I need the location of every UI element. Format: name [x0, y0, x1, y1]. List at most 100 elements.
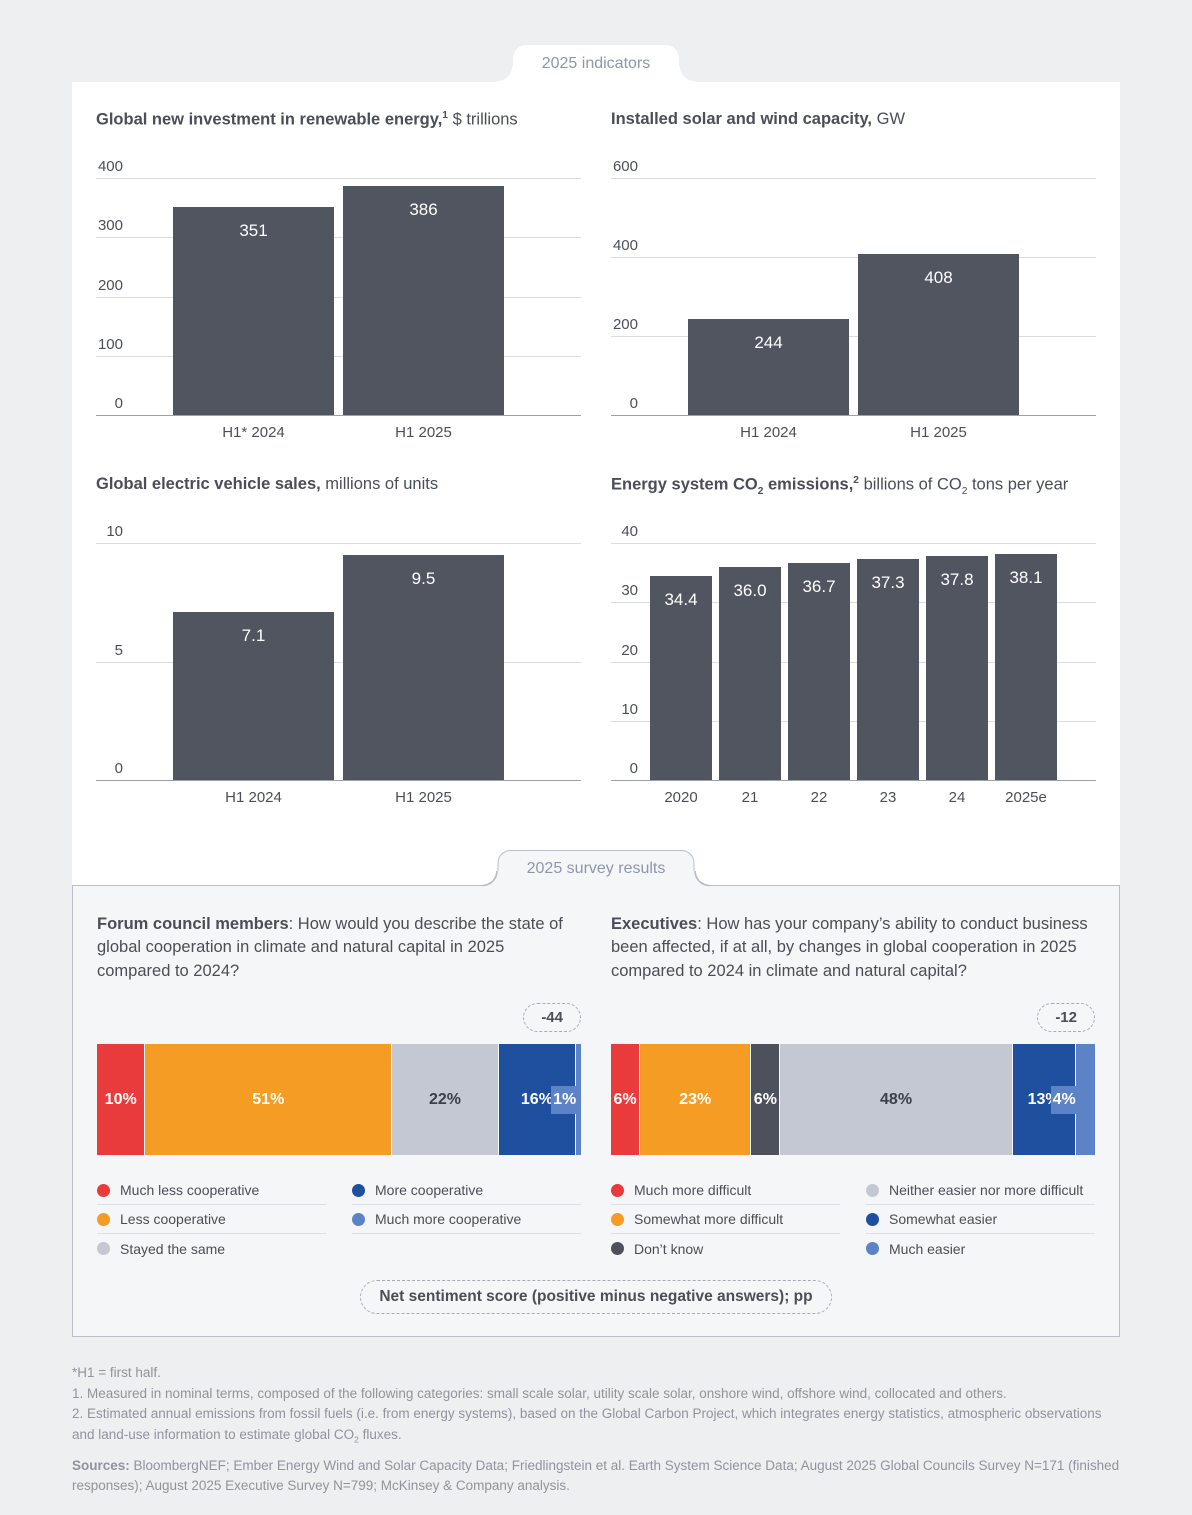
title-part: 2 — [961, 485, 968, 497]
legend-item: Somewhat more difficult — [611, 1205, 840, 1234]
legend-item: Much easier — [866, 1234, 1095, 1263]
segment-label: 6% — [753, 1090, 777, 1108]
y-tick-label: 100 — [97, 335, 123, 353]
segment-label: 48% — [880, 1090, 913, 1108]
legend-column: More cooperative Much more cooperative — [352, 1176, 581, 1234]
title-part: Global electric vehicle sales, — [96, 475, 321, 493]
x-axis-labels: H1 2024 H1 2025 — [611, 424, 1096, 441]
bar: 36.0 — [719, 566, 781, 780]
bar: 386 — [343, 186, 504, 415]
segment-label: 23% — [679, 1090, 712, 1108]
chart-title: Energy system CO2 emissions,2 billions o… — [611, 475, 1096, 497]
x-tick-label: H1 2025 — [910, 424, 967, 441]
title-part: GW — [872, 110, 906, 128]
sources-line: Sources: BloombergNEF; Ember Energy Wind… — [72, 1456, 1120, 1497]
legend-item: More cooperative — [352, 1176, 581, 1205]
question-text: : How would you describe the state of gl… — [97, 915, 563, 980]
survey-panel: 2025 survey results Forum council member… — [72, 850, 1120, 1337]
bars-row: 351 386 — [96, 178, 581, 415]
medium_blue-dot — [352, 1212, 365, 1226]
segment-orange: 51% — [145, 1044, 393, 1155]
segment-light_gray: 48% — [780, 1044, 1013, 1155]
segment-red: 6% — [611, 1044, 641, 1155]
footnote-text: 1. Measured in nominal terms, composed o… — [72, 1385, 1007, 1401]
gridline: 0 — [611, 395, 1096, 416]
orange-dot — [97, 1212, 110, 1226]
x-axis-labels: H1* 2024 H1 2025 — [96, 424, 581, 441]
net-score-badge: -44 — [523, 1003, 581, 1032]
bar: 38.1 — [995, 554, 1057, 780]
chart-co2-emissions: Energy system CO2 emissions,2 billions o… — [611, 475, 1096, 806]
bar: 408 — [858, 253, 1019, 415]
gridline: 100 — [96, 336, 581, 357]
x-tick-label: H1 2024 — [740, 424, 797, 441]
y-tick-label: 5 — [114, 641, 123, 659]
chart-plot: 10 5 0 7.1 9.5 — [96, 523, 581, 781]
y-tick-label: 0 — [629, 395, 638, 412]
x-axis-labels: 2020 21 22 23 24 2025e — [611, 789, 1096, 806]
chart-renewable-investment: Global new investment in renewable energ… — [96, 110, 581, 441]
medium_blue-dot — [866, 1242, 879, 1255]
segment-light_gray: 22% — [392, 1044, 499, 1155]
gridline: 30 — [611, 582, 1096, 604]
legend-label: Don’t know — [634, 1240, 704, 1257]
y-tick-label: 0 — [629, 760, 638, 777]
net-sentiment-pill: Net sentiment score (positive minus nega… — [360, 1280, 832, 1314]
title-part: millions of units — [320, 475, 439, 493]
x-tick-label: H1 2025 — [395, 789, 452, 806]
chart-plot: 40 30 20 10 0 34.4 36.0 36.7 37.3 37.8 38.1 — [611, 523, 1096, 781]
segment-medium_blue — [1075, 1044, 1095, 1155]
chart-title: Global electric vehicle sales, millions … — [96, 475, 581, 497]
footnote-text: 2. Estimated annual emissions from fossi… — [72, 1406, 1102, 1442]
audience-label: Executives — [611, 915, 698, 933]
title-part: 1 — [442, 110, 448, 121]
gridline: 40 — [611, 523, 1096, 544]
gridline: 5 — [96, 642, 581, 663]
dark_gray-dot — [611, 1242, 624, 1255]
x-tick-label: 23 — [879, 789, 897, 806]
legend-item: Much more difficult — [611, 1176, 840, 1205]
segment-small-label: 1% — [551, 1085, 579, 1114]
audience-label: Forum council members — [97, 915, 289, 933]
gridline: 200 — [611, 316, 1096, 337]
bar-value-label: 38.1 — [1009, 568, 1043, 588]
x-tick-label: 22 — [810, 789, 828, 806]
legend-item: Much less cooperative — [97, 1176, 326, 1205]
legend-item: Somewhat easier — [866, 1205, 1095, 1234]
gridline: 0 — [96, 395, 581, 416]
y-tick-label: 0 — [114, 760, 123, 777]
bar: 37.8 — [926, 556, 988, 780]
legend-forum: Much less cooperative Less cooperative Sta… — [97, 1176, 581, 1263]
chart-title: Installed solar and wind capacity, GW — [611, 110, 1096, 132]
gridline: 200 — [96, 277, 581, 298]
badge-row: -44 — [97, 1003, 581, 1032]
title-part: $ trillions — [447, 110, 518, 129]
survey-executives-column: Executives: How has your company’s abili… — [611, 913, 1095, 1263]
y-tick-label: 200 — [97, 276, 123, 294]
red-dot — [97, 1183, 110, 1197]
footnote-1: 1. Measured in nominal terms, composed o… — [72, 1384, 1120, 1405]
legend-label: Much more cooperative — [375, 1211, 522, 1227]
footnote-h1: *H1 = first half. — [72, 1363, 1120, 1384]
red-dot — [611, 1183, 624, 1197]
footnote-text: *H1 = first half. — [72, 1365, 161, 1380]
bar: 351 — [173, 207, 334, 415]
footnote-text: fluxes. — [358, 1426, 402, 1442]
tab-label: 2025 survey results — [526, 860, 666, 877]
y-tick-label: 10 — [106, 523, 123, 540]
bar-value-label: 244 — [754, 332, 783, 352]
gridline: 400 — [96, 158, 581, 179]
bar-value-label: 408 — [924, 267, 953, 287]
segment-label: 6% — [613, 1090, 637, 1108]
legend-label: Much less cooperative — [120, 1182, 260, 1198]
survey-question-executives: Executives: How has your company’s abili… — [611, 913, 1095, 1003]
x-tick-label: 2020 — [664, 789, 698, 806]
gridline: 10 — [611, 701, 1096, 722]
gridline: 0 — [611, 760, 1096, 781]
legend-item: Less cooperative — [97, 1205, 326, 1234]
title-part: Energy system CO — [611, 475, 758, 494]
title-part: tons per year — [967, 475, 1069, 494]
gridline: 10 — [96, 523, 581, 544]
tab-2025-indicators: 2025 indicators — [497, 45, 695, 82]
y-tick-label: 40 — [621, 523, 638, 540]
